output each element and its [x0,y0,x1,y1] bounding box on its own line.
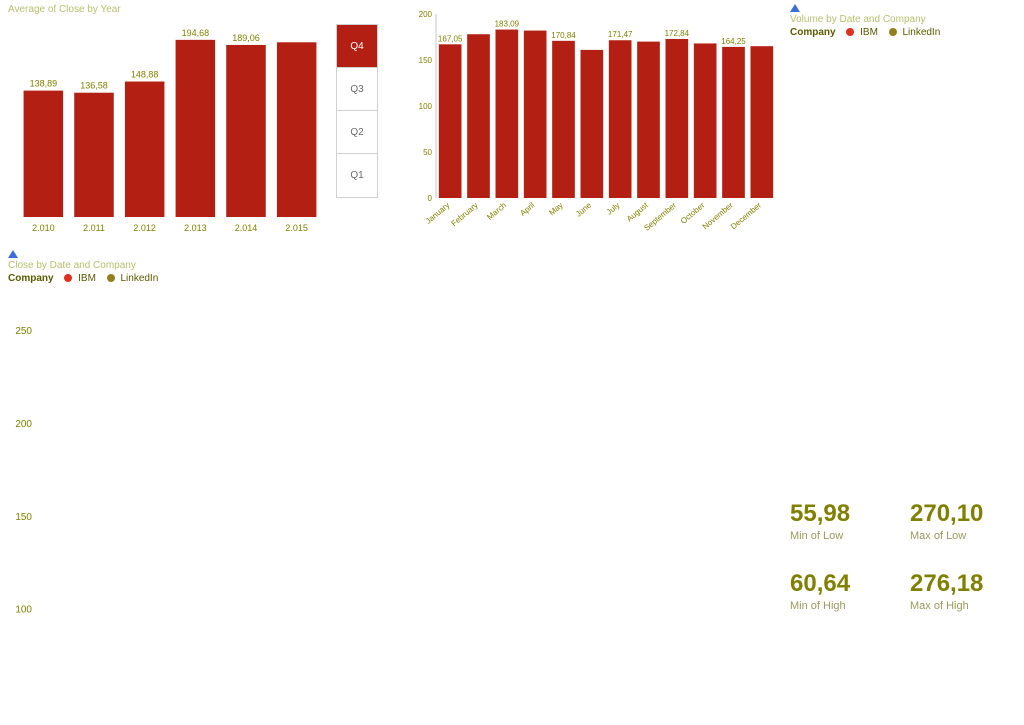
svg-text:February: February [449,201,479,228]
svg-text:167,05: 167,05 [438,34,463,43]
kpi-value: 270,10 [910,500,1020,528]
kpi-value: 276,18 [910,570,1020,598]
svg-text:194,68: 194,68 [182,28,210,38]
svg-text:March: March [485,201,508,222]
kpi-card-min-high: 60,64 Min of High [790,570,900,612]
chart-title: Average of Close by Year [8,4,378,15]
svg-text:2.010: 2.010 [32,223,55,233]
slicer-item-q4[interactable]: Q4 [337,25,377,68]
bar-chart-svg: 0 50 100 150 200 167,05 JanuaryFebruary 183,09 M… [410,4,780,244]
svg-text:200: 200 [15,419,32,430]
svg-text:2.012: 2.012 [133,223,156,233]
drill-up-icon[interactable] [8,250,18,258]
legend-label: Company [790,27,836,38]
slicer-item-q1[interactable]: Q1 [337,154,377,197]
svg-text:0: 0 [428,194,433,203]
svg-text:136,58: 136,58 [80,81,108,91]
svg-text:183,09: 183,09 [495,20,520,29]
legend-swatch-linkedin [889,28,897,36]
kpi-label: Min of High [790,600,900,612]
chart-title: Volume by Date and Company [790,14,1020,25]
svg-text:August: August [625,200,650,223]
legend-series-linkedin: LinkedIn [120,273,158,284]
kpi-label: Max of Low [910,530,1020,542]
area-chart-svg [790,42,1020,482]
area-chart-volume: Volume by Date and Company Company IBM L… [790,4,1020,494]
bar-chart-close-by-year: Average of Close by Year 138,89 2.010 136,… [8,4,378,244]
svg-text:June: June [574,200,593,218]
svg-text:2.011: 2.011 [83,223,105,233]
chart-legend: Company IBM LinkedIn [790,27,1020,38]
svg-text:January: January [424,201,452,226]
quarter-slicer: Q4 Q3 Q2 Q1 [336,24,378,198]
kpi-value: 60,64 [790,570,900,598]
kpi-label: Min of Low [790,530,900,542]
kpi-value: 55,98 [790,500,900,528]
svg-text:200: 200 [419,10,433,19]
kpi-grid: 55,98 Min of Low 270,10 Max of Low 60,64… [790,500,1020,720]
svg-text:148,88: 148,88 [131,70,159,80]
slicer-item-q3[interactable]: Q3 [337,68,377,111]
bar-chart-svg: 138,89 2.010 136,58 2.011 148,88 2.012 194,68 2… [8,17,326,237]
kpi-card-max-high: 276,18 Max of High [910,570,1020,612]
line-chart-close: Close by Date and Company Company IBM Li… [8,250,780,720]
svg-text:2.013: 2.013 [184,223,207,233]
svg-text:170,84: 170,84 [551,31,576,40]
legend-label: Company [8,273,54,284]
svg-text:250: 250 [15,326,32,337]
svg-text:December: December [729,200,763,231]
legend-series-ibm: IBM [860,27,878,38]
kpi-card-max-low: 270,10 Max of Low [910,500,1020,542]
svg-text:July: July [605,201,622,217]
svg-text:172,84: 172,84 [665,29,690,38]
svg-text:150: 150 [15,512,32,523]
svg-text:50: 50 [423,148,432,157]
svg-text:171,47: 171,47 [608,30,633,39]
chart-title: Close by Date and Company [8,260,780,271]
legend-swatch-ibm [64,274,72,282]
legend-swatch-ibm [846,28,854,36]
svg-text:100: 100 [15,605,32,616]
legend-series-ibm: IBM [78,273,96,284]
svg-text:150: 150 [419,56,433,65]
svg-text:May: May [547,201,564,218]
slicer-item-q2[interactable]: Q2 [337,111,377,154]
svg-text:138,89: 138,89 [30,79,58,89]
svg-text:2.015: 2.015 [285,223,308,233]
legend-swatch-linkedin [107,274,115,282]
kpi-label: Max of High [910,600,1020,612]
svg-text:189,06: 189,06 [232,33,260,43]
svg-text:April: April [518,201,536,218]
kpi-card-min-low: 55,98 Min of Low [790,500,900,542]
svg-text:164,25: 164,25 [721,37,746,46]
legend-series-linkedin: LinkedIn [902,27,940,38]
drill-up-icon[interactable] [790,4,800,12]
svg-text:2.014: 2.014 [235,223,258,233]
line-chart-svg: 100 150 200 250 [8,288,780,708]
svg-text:100: 100 [419,102,433,111]
chart-legend: Company IBM LinkedIn [8,273,780,284]
bar-chart-close-by-month: 0 50 100 150 200 167,05 JanuaryFebruary 183,09 M… [410,4,780,244]
